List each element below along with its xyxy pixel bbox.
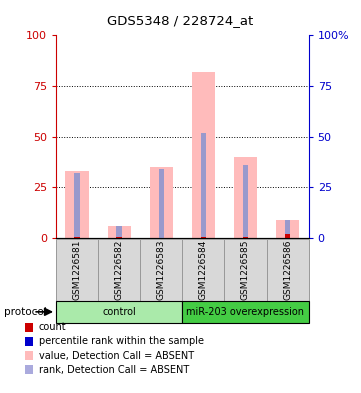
Text: percentile rank within the sample: percentile rank within the sample [39,336,204,347]
Text: GSM1226584: GSM1226584 [199,239,208,300]
Bar [108,226,131,238]
Text: miR-203 overexpression: miR-203 overexpression [187,307,304,317]
Bar [56,301,182,323]
Bar [243,237,248,238]
Bar [74,237,80,238]
Bar [201,132,206,238]
Bar [243,165,248,238]
Text: count: count [39,322,66,332]
Text: rank, Detection Call = ABSENT: rank, Detection Call = ABSENT [39,365,189,375]
Text: GSM1226581: GSM1226581 [73,239,82,300]
Bar [266,239,309,301]
Text: control: control [102,307,136,317]
Text: value, Detection Call = ABSENT: value, Detection Call = ABSENT [39,351,194,361]
Bar [65,171,88,238]
Text: GSM1226585: GSM1226585 [241,239,250,300]
Bar [74,173,80,238]
Bar [192,72,215,238]
Bar [201,237,206,238]
Bar [182,301,309,323]
Bar [116,237,122,238]
Bar [116,226,122,238]
Bar [234,157,257,238]
Bar [158,169,164,238]
Bar [276,220,299,238]
Bar [182,239,225,301]
Bar [285,234,290,238]
Bar [140,239,182,301]
Text: GDS5348 / 228724_at: GDS5348 / 228724_at [107,14,254,27]
Text: protocol: protocol [4,307,46,317]
Text: GSM1226583: GSM1226583 [157,239,166,300]
Bar [225,239,266,301]
Bar [98,239,140,301]
Bar [56,239,98,301]
Bar [285,220,290,238]
Bar [150,167,173,238]
Text: GSM1226582: GSM1226582 [115,239,123,300]
Text: GSM1226586: GSM1226586 [283,239,292,300]
